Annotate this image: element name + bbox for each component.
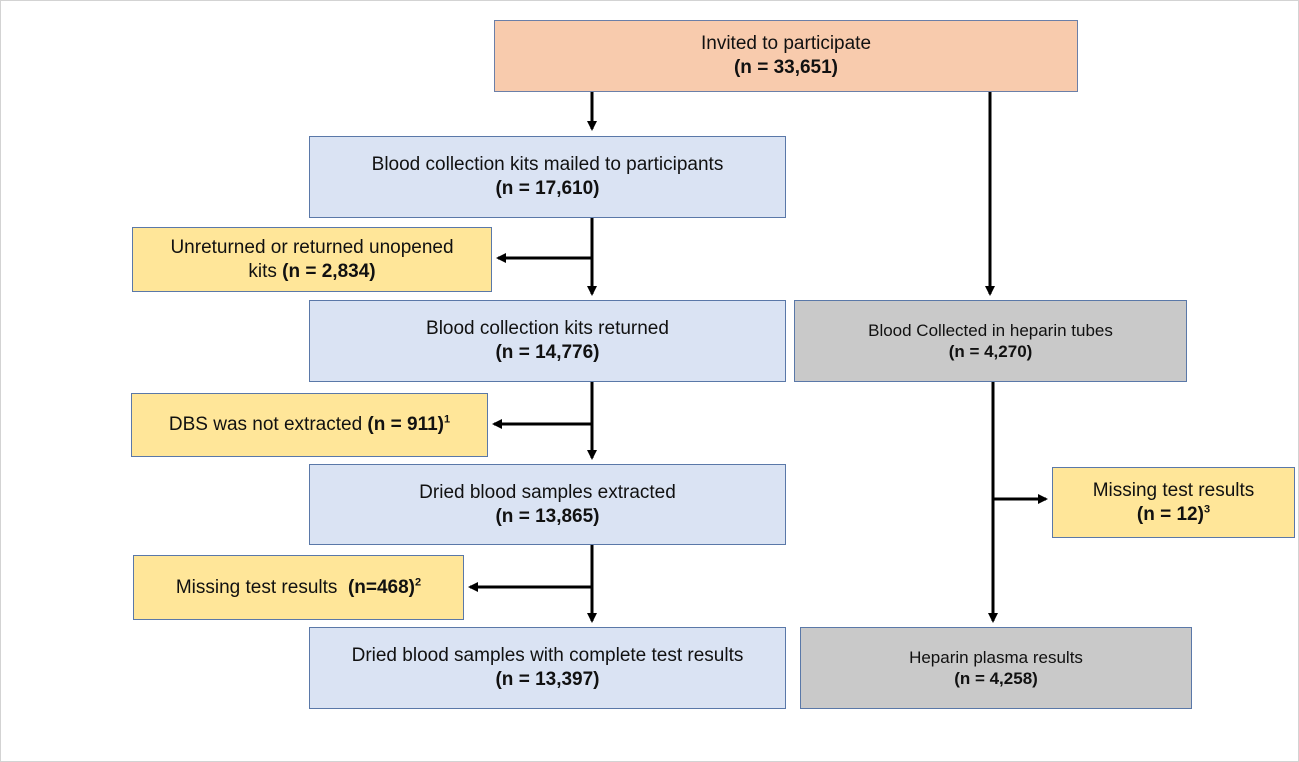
dbs-not-extracted-label: DBS was not extracted [168,414,368,436]
heparin-results-label: Heparin plasma results [909,647,1083,667]
heparin-collected-box: Blood Collected in heparin tubes (n = 4,… [794,300,1187,382]
invited-box: Invited to participate (n = 33,651) [494,20,1078,92]
unreturned-prefix: kits [248,260,283,282]
heparin-collected-count: (n = 4,270) [948,342,1033,361]
dried-extracted-box: Dried blood samples extracted (n = 13,86… [309,464,786,545]
kits-mailed-count: (n = 17,610) [495,178,600,199]
unreturned-count: (n = 2,834) [282,260,376,282]
heparin-results-box: Heparin plasma results (n = 4,258) [800,627,1192,709]
kits-returned-count: (n = 14,776) [495,342,600,363]
dried-complete-count: (n = 13,397) [495,669,600,690]
dbs-not-extracted-count: (n = 911) [367,414,444,436]
missing-heparin-count: (n = 12) [1136,503,1204,525]
dried-complete-box: Dried blood samples with complete test r… [309,627,786,709]
kits-returned-box: Blood collection kits returned (n = 14,7… [309,300,786,382]
heparin-results-count: (n = 4,258) [954,669,1038,688]
heparin-collected-label: Blood Collected in heparin tubes [868,320,1113,340]
dried-complete-label: Dried blood samples with complete test r… [351,645,744,667]
missing-dbs-line: Missing test results (n=468)2 [176,576,421,600]
dried-extracted-count: (n = 13,865) [495,505,600,527]
missing-heparin-line2: (n = 12)3 [1137,503,1210,527]
invited-label: Invited to participate [700,33,872,55]
unreturned-label: Unreturned or returned unopened [170,236,454,258]
kits-mailed-label: Blood collection kits mailed to particip… [371,154,724,176]
missing-dbs-count: (n=468) [347,576,416,598]
dbs-not-extracted-line: DBS was not extracted (n = 911)1 [169,413,450,437]
footnote-2-marker: 2 [415,576,422,589]
invited-count: (n = 33,651) [733,57,839,78]
missing-dbs-label: Missing test results [175,576,348,598]
missing-heparin-label: Missing test results [1092,479,1255,501]
footnote-3-marker: 3 [1203,503,1211,516]
kits-returned-label: Blood collection kits returned [426,318,669,340]
kits-mailed-box: Blood collection kits mailed to particip… [309,136,786,218]
unreturned-box: Unreturned or returned unopened kits (n … [132,227,492,292]
footnote-1-marker: 1 [444,413,451,426]
unreturned-line2: kits (n = 2,834) [248,260,375,284]
dried-extracted-label: Dried blood samples extracted [419,481,676,503]
missing-heparin-box: Missing test results (n = 12)3 [1052,467,1295,538]
missing-dbs-box: Missing test results (n=468)2 [133,555,464,620]
dbs-not-extracted-box: DBS was not extracted (n = 911)1 [131,393,488,457]
